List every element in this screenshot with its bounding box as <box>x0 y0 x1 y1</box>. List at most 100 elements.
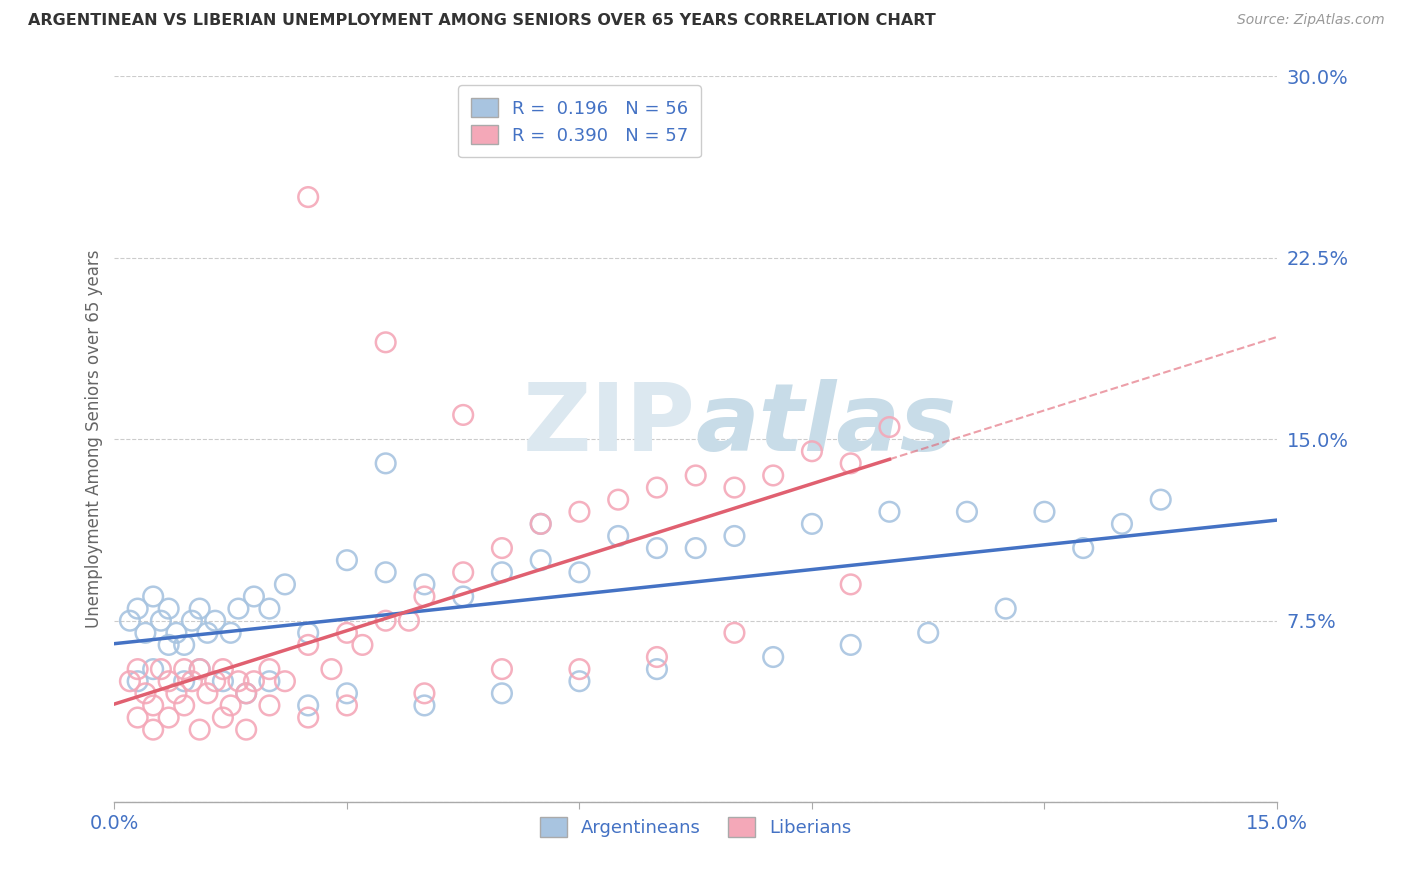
Point <box>142 662 165 676</box>
Point <box>180 674 202 689</box>
Point <box>173 662 195 676</box>
Point <box>259 698 281 713</box>
Point <box>235 686 257 700</box>
Point <box>142 590 165 604</box>
Point <box>800 444 823 458</box>
Point <box>142 698 165 713</box>
Point <box>645 662 668 676</box>
Point <box>413 577 436 591</box>
Point <box>274 577 297 591</box>
Point <box>413 698 436 713</box>
Point <box>839 577 862 591</box>
Point <box>451 566 474 580</box>
Point <box>157 674 180 689</box>
Point <box>197 625 219 640</box>
Point <box>336 686 359 700</box>
Text: Source: ZipAtlas.com: Source: ZipAtlas.com <box>1237 13 1385 28</box>
Point <box>685 541 707 555</box>
Point <box>173 638 195 652</box>
Point <box>188 601 211 615</box>
Point <box>165 625 187 640</box>
Point <box>685 468 707 483</box>
Point <box>188 662 211 676</box>
Point <box>118 674 141 689</box>
Point <box>204 614 226 628</box>
Point <box>228 674 250 689</box>
Point <box>149 662 172 676</box>
Point <box>173 674 195 689</box>
Point <box>413 590 436 604</box>
Point <box>607 529 630 543</box>
Point <box>165 686 187 700</box>
Point <box>451 590 474 604</box>
Point <box>297 190 319 204</box>
Point <box>157 638 180 652</box>
Point <box>297 698 319 713</box>
Point <box>180 614 202 628</box>
Point <box>204 674 226 689</box>
Point <box>197 686 219 700</box>
Point <box>607 492 630 507</box>
Point <box>219 625 242 640</box>
Point <box>297 638 319 652</box>
Point <box>297 710 319 724</box>
Point <box>530 553 553 567</box>
Point <box>142 723 165 737</box>
Point <box>374 456 396 470</box>
Point <box>374 566 396 580</box>
Point <box>259 674 281 689</box>
Point <box>451 408 474 422</box>
Point <box>188 723 211 737</box>
Point <box>374 614 396 628</box>
Text: ARGENTINEAN VS LIBERIAN UNEMPLOYMENT AMONG SENIORS OVER 65 YEARS CORRELATION CHA: ARGENTINEAN VS LIBERIAN UNEMPLOYMENT AMO… <box>28 13 936 29</box>
Point <box>956 505 979 519</box>
Point <box>645 541 668 555</box>
Point <box>134 686 156 700</box>
Point <box>235 723 257 737</box>
Point <box>173 698 195 713</box>
Point <box>127 601 149 615</box>
Point <box>243 674 266 689</box>
Point <box>568 505 591 519</box>
Point <box>297 625 319 640</box>
Point <box>127 662 149 676</box>
Point <box>228 601 250 615</box>
Point <box>157 601 180 615</box>
Point <box>1033 505 1056 519</box>
Point <box>212 674 235 689</box>
Point <box>259 601 281 615</box>
Point <box>127 674 149 689</box>
Point <box>1150 492 1173 507</box>
Text: atlas: atlas <box>696 378 957 471</box>
Point <box>157 710 180 724</box>
Point <box>723 625 745 640</box>
Point <box>491 541 513 555</box>
Point <box>243 590 266 604</box>
Text: ZIP: ZIP <box>523 378 696 471</box>
Point <box>336 625 359 640</box>
Point <box>530 516 553 531</box>
Point <box>568 566 591 580</box>
Point <box>723 481 745 495</box>
Point <box>188 662 211 676</box>
Point <box>879 420 901 434</box>
Point <box>645 650 668 665</box>
Point <box>645 481 668 495</box>
Legend: Argentineans, Liberians: Argentineans, Liberians <box>533 810 859 844</box>
Point <box>723 529 745 543</box>
Point <box>352 638 374 652</box>
Point <box>879 505 901 519</box>
Point <box>219 698 242 713</box>
Point <box>259 662 281 676</box>
Point <box>274 674 297 689</box>
Point <box>134 625 156 640</box>
Point <box>398 614 420 628</box>
Point <box>762 650 785 665</box>
Point <box>1111 516 1133 531</box>
Point <box>530 516 553 531</box>
Point <box>568 674 591 689</box>
Point <box>839 638 862 652</box>
Y-axis label: Unemployment Among Seniors over 65 years: Unemployment Among Seniors over 65 years <box>86 250 103 628</box>
Point <box>491 566 513 580</box>
Point <box>1071 541 1094 555</box>
